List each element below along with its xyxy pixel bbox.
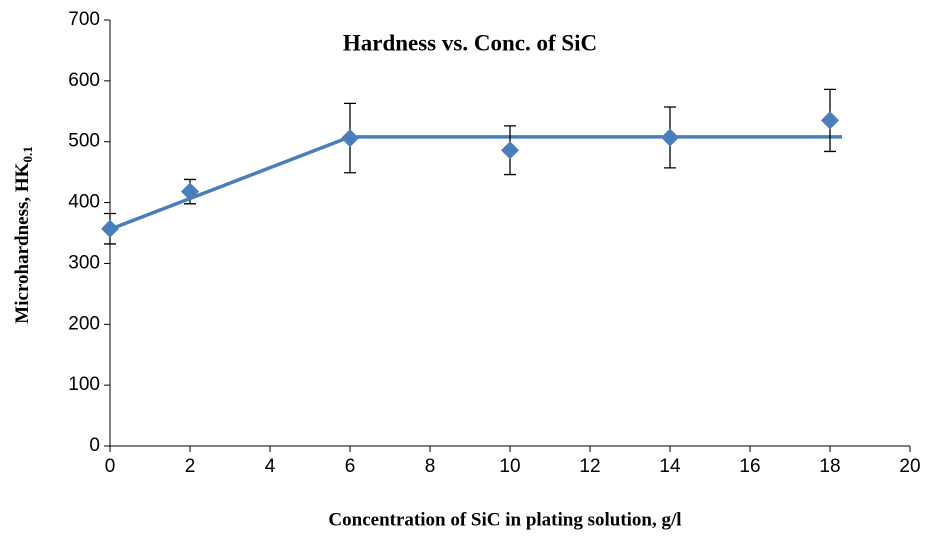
x-tick-label: 10: [499, 456, 520, 477]
data-point: [341, 129, 359, 148]
data-point: [181, 182, 199, 201]
y-tick-label: 0: [89, 435, 100, 456]
x-tick-label: 14: [659, 456, 681, 477]
y-tick-label: 600: [68, 70, 100, 91]
y-tick-label: 400: [68, 192, 100, 213]
x-tick-label: 16: [739, 456, 760, 477]
y-tick-label: 500: [68, 131, 100, 152]
data-point: [501, 141, 519, 160]
data-point: [821, 111, 839, 130]
data-point: [101, 219, 119, 238]
x-tick-label: 12: [579, 456, 600, 477]
x-tick-label: 2: [185, 456, 196, 477]
x-axis-label: Concentration of SiC in plating solution…: [328, 509, 681, 530]
y-tick-label: 700: [68, 9, 100, 30]
y-tick-label: 100: [68, 374, 100, 395]
x-tick-label: 8: [425, 456, 436, 477]
chart-title: Hardness vs. Conc. of SiC: [343, 30, 597, 55]
x-tick-label: 0: [105, 456, 116, 477]
x-tick-label: 20: [899, 456, 920, 477]
y-axis-label-subscript: 0.1: [20, 146, 35, 162]
y-axis-label: Microhardness, HK0.1: [12, 146, 35, 323]
data-point: [661, 128, 679, 147]
x-tick-label: 18: [819, 456, 840, 477]
x-tick-label: 4: [265, 456, 276, 477]
x-tick-label: 6: [345, 456, 356, 477]
trend-line: [109, 135, 842, 231]
y-tick-label: 300: [68, 252, 100, 273]
y-tick-label: 200: [68, 313, 100, 334]
y-axis-label-main: Microhardness, HK: [12, 162, 33, 323]
